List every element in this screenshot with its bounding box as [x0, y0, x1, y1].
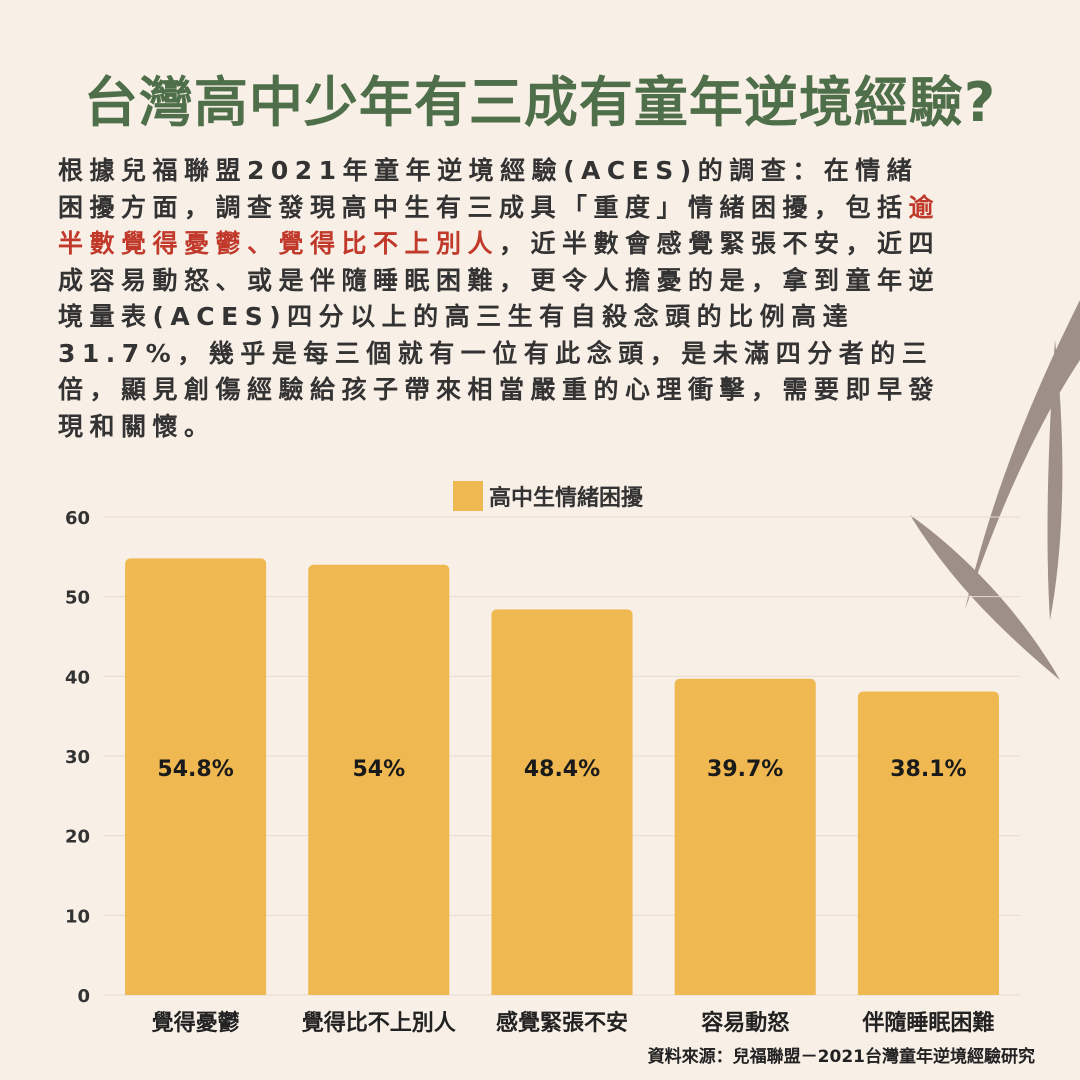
- decorative-leaves: [910, 300, 1080, 680]
- page-title: 台灣高中少年有三成有童年逆境經驗?: [83, 71, 997, 134]
- bar-value-label: 54.8%: [157, 757, 233, 782]
- y-tick-label: 20: [65, 827, 90, 848]
- bar-value-label: 38.1%: [890, 757, 966, 782]
- legend-label: 高中生情緒困擾: [489, 485, 644, 511]
- y-tick-label: 60: [65, 508, 90, 529]
- intro-paragraph: 根據兒福聯盟2021年童年逆境經驗(ACES)的調查：在情緒困擾方面，調查發現高…: [58, 153, 948, 445]
- bar: [857, 691, 999, 995]
- paragraph-highlight: 逾半數覺得憂鬱、覺得比不上別人: [58, 192, 941, 259]
- source-note: 資料來源：兒福聯盟－2021台灣童年逆境經驗研究: [648, 1046, 1035, 1067]
- legend-swatch: [453, 481, 483, 511]
- bar: [308, 564, 450, 995]
- bar: [674, 678, 816, 995]
- leaf-shape: [1047, 340, 1063, 620]
- y-tick-label: 40: [65, 667, 90, 688]
- leaf-shape: [910, 515, 1060, 680]
- x-category-label: 伴隨睡眠困難: [861, 1010, 994, 1036]
- bar: [125, 558, 267, 995]
- y-tick-label: 10: [65, 906, 90, 927]
- y-tick-label: 0: [77, 986, 90, 1007]
- x-category-label: 感覺緊張不安: [496, 1010, 628, 1036]
- y-tick-label: 30: [65, 747, 90, 768]
- bar: [491, 609, 633, 995]
- bar-value-label: 39.7%: [707, 757, 783, 782]
- leaf-shape: [965, 300, 1080, 610]
- bar-value-label: 48.4%: [524, 757, 600, 782]
- y-tick-label: 50: [65, 588, 90, 609]
- bar-value-label: 54%: [352, 757, 405, 782]
- x-category-label: 覺得比不上別人: [301, 1010, 456, 1036]
- paragraph-part-1: 根據兒福聯盟2021年童年逆境經驗(ACES)的調查：在情緒困擾方面，調查發現高…: [58, 156, 919, 222]
- paragraph-part-2: ，近半數會感覺緊張不安，近四成容易動怒、或是伴隨睡眠困難，更令人擔憂的是，拿到童…: [58, 229, 941, 441]
- x-category-label: 覺得憂鬱: [151, 1010, 240, 1036]
- x-category-label: 容易動怒: [701, 1010, 789, 1036]
